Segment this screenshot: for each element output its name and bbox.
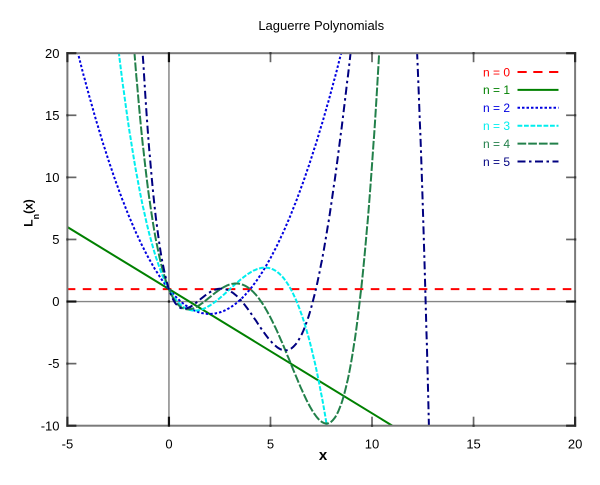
svg-text:10: 10 — [365, 437, 379, 452]
svg-text:n = 4: n = 4 — [483, 137, 510, 151]
svg-text:-5: -5 — [48, 356, 60, 371]
svg-text:-5: -5 — [62, 437, 74, 452]
svg-text:10: 10 — [45, 170, 59, 185]
svg-text:n = 2: n = 2 — [483, 101, 510, 115]
svg-text:-10: -10 — [41, 418, 60, 433]
svg-text:n = 3: n = 3 — [483, 119, 510, 133]
svg-text:0: 0 — [165, 437, 172, 452]
svg-text:15: 15 — [466, 437, 480, 452]
svg-text:n = 1: n = 1 — [483, 83, 510, 97]
svg-text:0: 0 — [52, 294, 59, 309]
svg-text:n = 5: n = 5 — [483, 155, 510, 169]
svg-text:n = 0: n = 0 — [483, 65, 510, 79]
svg-text:20: 20 — [45, 46, 59, 61]
svg-text:20: 20 — [568, 437, 582, 452]
svg-text:15: 15 — [45, 108, 59, 123]
svg-text:5: 5 — [267, 437, 274, 452]
svg-text:x: x — [319, 447, 328, 464]
svg-text:Laguerre Polynomials: Laguerre Polynomials — [258, 18, 384, 33]
svg-text:5: 5 — [52, 232, 59, 247]
